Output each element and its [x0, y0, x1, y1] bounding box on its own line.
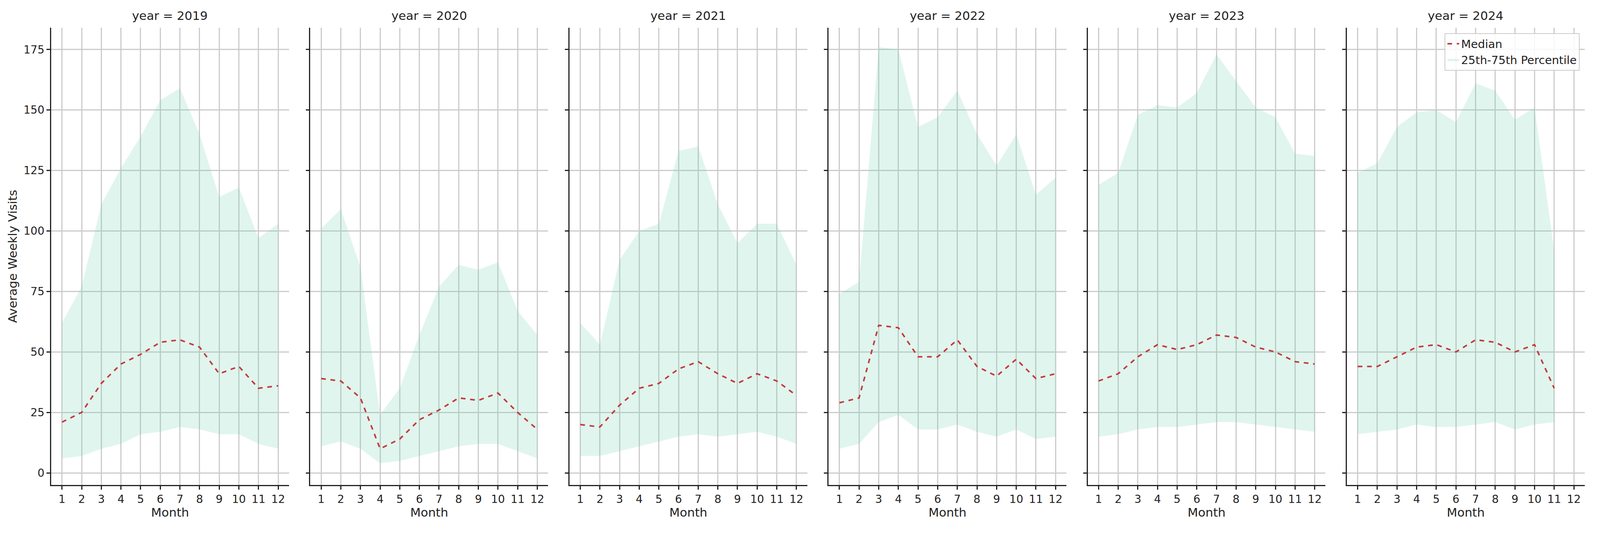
svg-text:5: 5: [1173, 492, 1181, 506]
svg-text:8: 8: [973, 492, 981, 506]
svg-text:12: 12: [1566, 492, 1581, 506]
svg-text:8: 8: [455, 492, 463, 506]
svg-text:year = 2022: year = 2022: [909, 8, 986, 23]
svg-text:3: 3: [1393, 492, 1401, 506]
svg-text:25: 25: [30, 406, 45, 420]
svg-text:4: 4: [117, 492, 125, 506]
svg-text:2: 2: [1373, 492, 1381, 506]
svg-text:10: 10: [491, 492, 506, 506]
svg-text:11: 11: [1288, 492, 1303, 506]
svg-text:2: 2: [78, 492, 86, 506]
svg-text:10: 10: [232, 492, 247, 506]
svg-text:5: 5: [137, 492, 145, 506]
svg-text:6: 6: [675, 492, 683, 506]
svg-text:5: 5: [914, 492, 922, 506]
svg-text:6: 6: [934, 492, 942, 506]
svg-text:Month: Month: [669, 505, 708, 520]
svg-text:4: 4: [376, 492, 384, 506]
svg-text:9: 9: [1511, 492, 1519, 506]
svg-text:6: 6: [156, 492, 164, 506]
svg-text:1: 1: [1094, 492, 1102, 506]
svg-text:10: 10: [1268, 492, 1283, 506]
svg-text:3: 3: [357, 492, 365, 506]
svg-text:1: 1: [576, 492, 584, 506]
svg-text:3: 3: [1134, 492, 1142, 506]
svg-text:4: 4: [1413, 492, 1421, 506]
svg-text:25th-75th Percentile: 25th-75th Percentile: [1460, 53, 1577, 67]
svg-text:8: 8: [1232, 492, 1240, 506]
svg-text:125: 125: [23, 164, 45, 177]
svg-text:1: 1: [58, 492, 66, 506]
svg-text:7: 7: [953, 492, 961, 506]
svg-text:2: 2: [855, 492, 863, 506]
svg-text:year = 2021: year = 2021: [650, 8, 727, 23]
svg-text:5: 5: [396, 492, 404, 506]
svg-text:Month: Month: [410, 505, 449, 520]
svg-text:9: 9: [215, 492, 223, 506]
svg-text:5: 5: [655, 492, 663, 506]
svg-text:175: 175: [23, 43, 45, 57]
svg-text:Average Weekly Visits: Average Weekly Visits: [5, 189, 20, 324]
svg-text:Month: Month: [928, 505, 967, 520]
svg-text:10: 10: [1009, 492, 1024, 506]
svg-text:1: 1: [835, 492, 843, 506]
svg-text:Median: Median: [1460, 37, 1502, 51]
svg-text:6: 6: [1452, 492, 1460, 506]
svg-text:8: 8: [196, 492, 204, 506]
svg-text:1: 1: [1354, 492, 1362, 506]
svg-text:4: 4: [635, 492, 643, 506]
svg-text:4: 4: [1153, 492, 1161, 506]
svg-text:4: 4: [894, 492, 902, 506]
svg-text:3: 3: [875, 492, 883, 506]
svg-text:2: 2: [596, 492, 604, 506]
svg-text:7: 7: [694, 492, 702, 506]
svg-text:Month: Month: [1446, 505, 1485, 520]
svg-text:10: 10: [1527, 492, 1542, 506]
svg-text:50: 50: [30, 345, 45, 359]
svg-text:3: 3: [97, 492, 105, 506]
svg-text:year = 2024: year = 2024: [1427, 8, 1504, 23]
svg-text:6: 6: [416, 492, 424, 506]
svg-text:75: 75: [30, 285, 45, 299]
svg-text:7: 7: [1212, 492, 1220, 506]
svg-text:9: 9: [733, 492, 742, 506]
svg-text:6: 6: [1193, 492, 1201, 506]
svg-text:10: 10: [750, 492, 765, 506]
svg-text:8: 8: [1491, 492, 1499, 506]
svg-text:0: 0: [37, 466, 45, 480]
svg-text:8: 8: [714, 492, 722, 506]
svg-text:7: 7: [435, 492, 443, 506]
svg-text:11: 11: [251, 492, 266, 506]
svg-text:Month: Month: [1187, 505, 1226, 520]
svg-text:11: 11: [769, 492, 784, 506]
svg-text:5: 5: [1432, 492, 1440, 506]
svg-text:year = 2020: year = 2020: [391, 8, 468, 23]
svg-text:2: 2: [337, 492, 345, 506]
svg-text:year = 2023: year = 2023: [1168, 8, 1245, 23]
svg-text:2: 2: [1114, 492, 1122, 506]
svg-text:year = 2019: year = 2019: [132, 8, 208, 23]
svg-text:12: 12: [789, 492, 804, 506]
svg-text:1: 1: [317, 492, 325, 506]
svg-text:12: 12: [271, 492, 286, 506]
svg-text:3: 3: [616, 492, 624, 506]
svg-text:7: 7: [1472, 492, 1480, 506]
svg-text:9: 9: [475, 492, 483, 506]
svg-text:Month: Month: [151, 505, 190, 520]
svg-text:100: 100: [23, 224, 45, 238]
svg-text:12: 12: [1307, 492, 1322, 506]
svg-text:9: 9: [992, 492, 1000, 506]
svg-text:12: 12: [1048, 492, 1063, 506]
svg-text:150: 150: [23, 103, 45, 117]
svg-text:11: 11: [1547, 492, 1562, 506]
svg-text:11: 11: [510, 492, 525, 506]
svg-text:9: 9: [1252, 492, 1260, 506]
svg-text:11: 11: [1028, 492, 1043, 506]
svg-text:12: 12: [530, 492, 545, 506]
svg-text:7: 7: [176, 492, 184, 506]
